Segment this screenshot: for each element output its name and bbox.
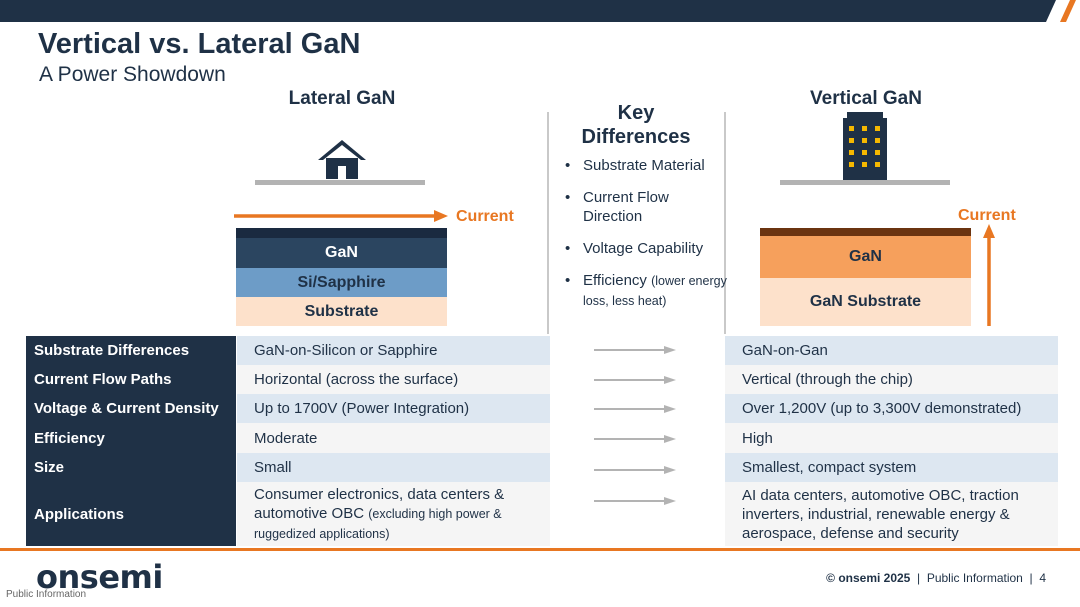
key-differences-list: • Substrate Material • Current Flow Direct…: [565, 156, 730, 324]
lateral-layer-gan: GaN: [236, 238, 447, 268]
divider-left: [547, 112, 549, 334]
row-label-applications: Applications: [26, 482, 236, 546]
vertical-ground-line: [780, 180, 950, 185]
vertical-cell-substrate: GaN-on-Gan: [725, 336, 1058, 365]
row-label-substrate: Substrate Differences: [26, 336, 236, 365]
logo-subtext: Public Information: [6, 589, 87, 600]
lateral-cell-substrate: GaN-on-Silicon or Sapphire: [237, 336, 550, 365]
key-differences-title: Key Differences: [548, 101, 724, 149]
lateral-current-label: Current: [456, 208, 514, 225]
top-bar: [0, 0, 1080, 22]
key-differences-title-line1: Key: [617, 102, 655, 124]
lateral-cell-voltage: Up to 1700V (Power Integration): [237, 394, 550, 423]
key-difference-item: • Current Flow Direction: [565, 189, 669, 225]
vertical-cell-size: Smallest, compact system: [725, 453, 1058, 482]
row-label-voltage: Voltage & Current Density: [26, 394, 236, 423]
arrow-right-icon: [234, 210, 448, 222]
lateral-ground-line: [255, 180, 425, 185]
vertical-top-layer: [760, 228, 971, 236]
row-label-current-flow: Current Flow Paths: [26, 365, 236, 394]
key-differences-title-line2: Differences: [581, 126, 691, 148]
building-icon: [843, 112, 887, 180]
lateral-layer-si-sapphire: Si/Sapphire: [236, 268, 447, 297]
lateral-cell-applications: Consumer electronics, data centers & aut…: [237, 482, 550, 546]
lateral-top-layer: [236, 228, 447, 238]
vertical-cell-voltage: Over 1,200V (up to 3,300V demonstrated): [725, 394, 1058, 423]
vertical-layer-gan-substrate: GaN Substrate: [760, 278, 971, 326]
vertical-cell-applications: AI data centers, automotive OBC, tractio…: [725, 482, 1058, 546]
vertical-cell-efficiency: High: [725, 423, 1058, 453]
arrow-up-icon: [983, 224, 995, 326]
key-difference-item: • Efficiency (lower energy loss, less hea…: [565, 272, 727, 308]
footer-rule: [0, 548, 1080, 551]
onsemi-logo: onsemi: [36, 558, 163, 596]
row-label-efficiency: Efficiency: [26, 423, 236, 453]
page-title: Vertical vs. Lateral GaN: [38, 28, 361, 60]
vertical-cell-current-flow: Vertical (through the chip): [725, 365, 1058, 394]
page-subtitle: A Power Showdown: [39, 63, 226, 86]
divider-right: [724, 112, 726, 334]
key-difference-item: • Substrate Material: [565, 157, 705, 174]
lateral-cell-size: Small: [237, 453, 550, 482]
comparison-arrows: [594, 346, 676, 505]
footer-info: © onsemi 2025 | Public Information | 4: [826, 571, 1046, 585]
row-label-size: Size: [26, 453, 236, 482]
house-icon: [318, 140, 366, 179]
vertical-current-label: Current: [958, 207, 1016, 224]
vertical-heading: Vertical GaN: [810, 88, 922, 109]
lateral-heading: Lateral GaN: [288, 88, 396, 109]
top-bar-accent: [1046, 0, 1080, 22]
key-difference-item: • Voltage Capability: [565, 240, 704, 257]
lateral-cell-efficiency: Moderate: [237, 423, 550, 453]
lateral-layer-substrate: Substrate: [236, 297, 447, 326]
vertical-layer-gan: GaN: [760, 236, 971, 278]
lateral-cell-current-flow: Horizontal (across the surface): [237, 365, 550, 394]
